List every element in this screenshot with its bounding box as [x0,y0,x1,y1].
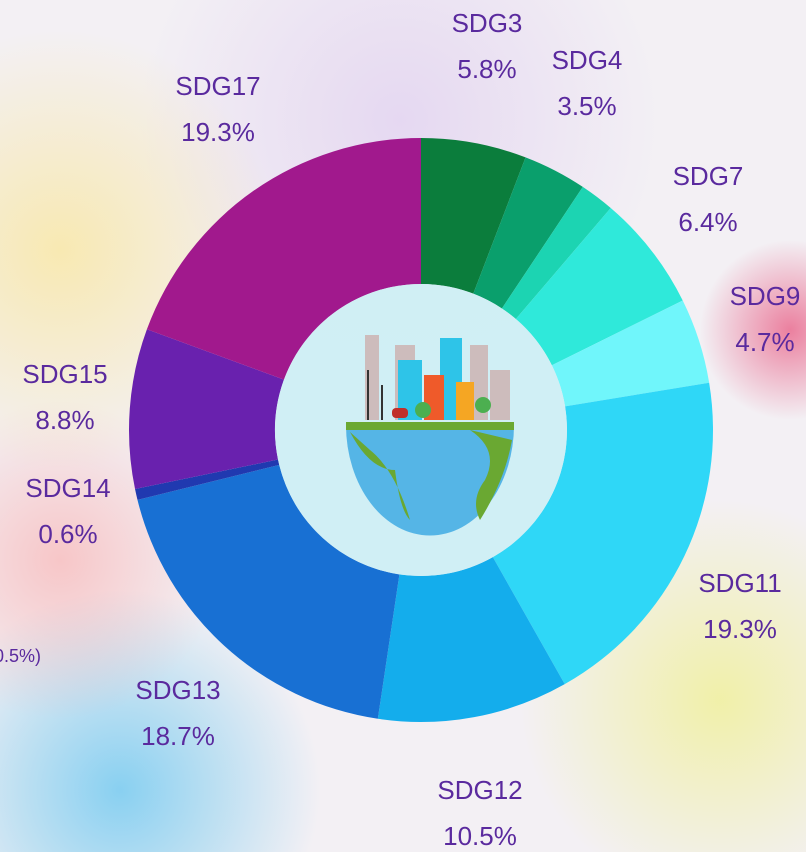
slice-label: SDG3 [452,8,523,38]
slice-value-label: 19.3% [703,614,777,644]
slice-value-label: 18.7% [141,721,215,751]
slice-label: SDG17 [175,71,260,101]
slice-label: SDG4 [552,45,623,75]
slice-value-label: 3.5% [557,91,616,121]
slice-label: SDG14 [25,473,110,503]
center-graphic [275,284,567,576]
slice-label: SDG11 [698,568,781,598]
annotation: 0.5%) [0,646,41,666]
slice-value-label: 8.8% [35,405,94,435]
slice-value-label: 10.5% [443,821,517,851]
chart: SDG3 5.8% SDG4 3.5% SDG7 6.4% SDG9 4.7% SDG11 19.… [0,0,806,852]
slice-label: SDG9 [730,281,801,311]
slice-label: SDG13 [135,675,220,705]
slice-value-label: 6.4% [678,207,737,237]
slice-value-label: 5.8% [457,54,516,84]
slice-label: SDG15 [22,359,107,389]
page: SDG3 5.8% SDG4 3.5% SDG7 6.4% SDG9 4.7% SDG11 19.… [0,0,806,852]
slice-value-label: 0.6% [38,519,97,549]
slice-value-label: 4.7% [735,327,794,357]
slice-label: SDG7 [673,161,744,191]
slice-value-label: 19.3% [181,117,255,147]
slice-label: SDG12 [437,775,522,805]
